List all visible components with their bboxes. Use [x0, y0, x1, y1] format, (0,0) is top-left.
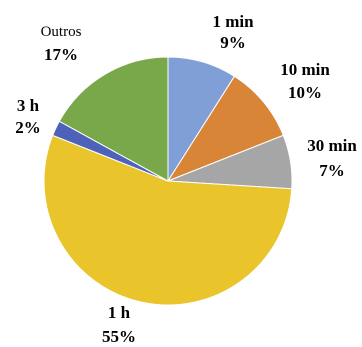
slice-label-3-h: 3 h: [17, 96, 40, 115]
slice-label-1-min: 1 min: [212, 12, 254, 31]
slice-label-1-h: 1 h: [108, 303, 131, 322]
slice-label-30-min: 30 min: [307, 136, 357, 155]
slice-percent-3-h: 2%: [15, 118, 41, 137]
pie-slice-1-h: [43, 134, 293, 306]
pie-slices: [43, 56, 293, 306]
slice-percent-10-min: 10%: [288, 83, 322, 102]
slice-percent-30-min: 7%: [319, 161, 345, 180]
slice-percent-outros: 17%: [44, 45, 78, 64]
slice-label-10-min: 10 min: [280, 60, 330, 79]
pie-labels: 1 min 9% 10 min 10% 30 min 7% 1 h 55% 3 h 2% Outro…: [15, 12, 357, 346]
slice-percent-1-h: 55%: [102, 327, 136, 346]
slice-percent-1-min: 9%: [220, 33, 246, 52]
slice-label-outros: Outros: [41, 24, 82, 40]
pie-slice-outros: [58, 56, 169, 182]
pie-slice-10-min: [166, 75, 284, 183]
